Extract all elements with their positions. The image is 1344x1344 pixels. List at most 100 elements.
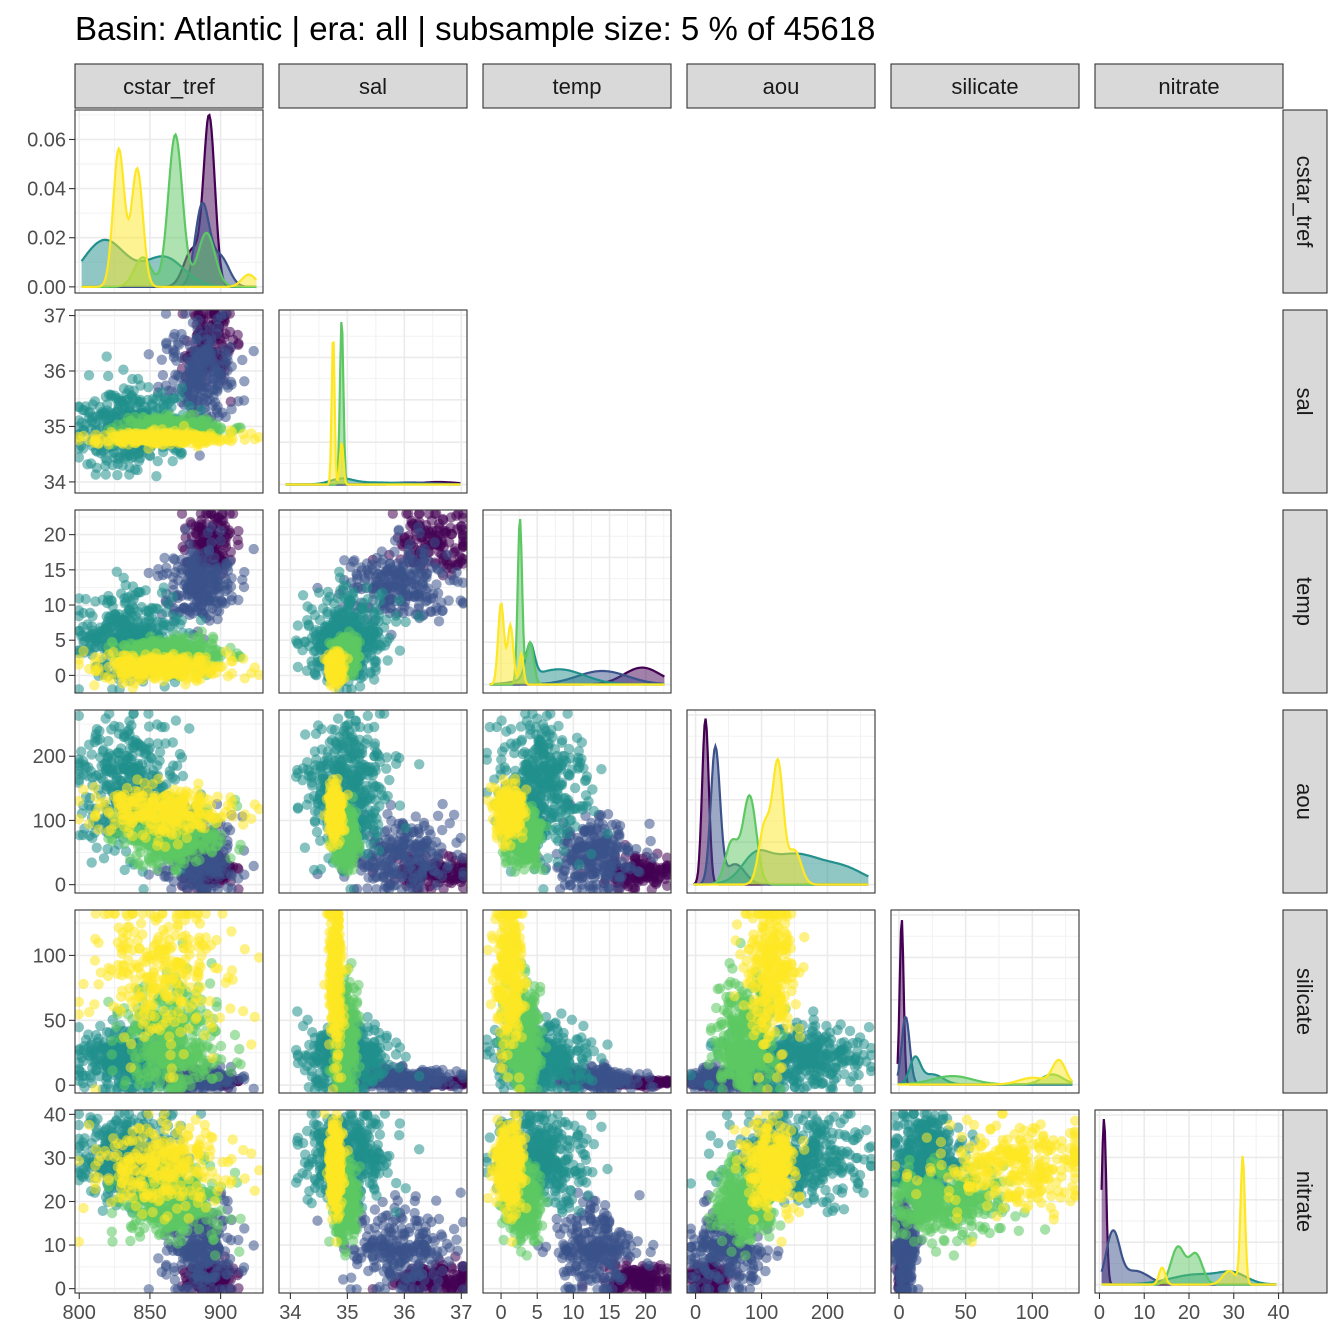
scatter-point [176,352,187,363]
density-line [489,602,665,686]
scatter-point [391,616,402,627]
strip-right-label-silicate: silicate [1292,968,1317,1035]
scatter-point [184,400,195,412]
scatter-points [75,310,263,482]
scatter-point [75,768,84,779]
y-tick-label: 10 [44,595,66,617]
strip-right-label-temp: temp [1292,577,1317,626]
scatter-point [191,356,203,368]
scatter-point [420,520,432,531]
panel-border [74,309,264,494]
scatter-point [187,317,199,328]
scatter-point [431,510,442,519]
scatter-point [348,587,359,598]
scatter-point [167,591,178,602]
scatter-point [408,554,419,566]
scatter-point [414,611,425,622]
scatter-point [106,426,117,438]
scatter-point [161,607,172,618]
strip-right-temp [1282,509,1328,694]
scatter-point [393,524,404,535]
scatter-point [112,469,123,481]
scatter-point [180,524,191,535]
scatter-point [215,310,227,322]
scatter-point [222,434,234,446]
scatter-point [151,471,162,482]
scatter-point [354,681,366,692]
scatter-point [394,645,406,656]
scatter-point [146,653,158,664]
scatter-point [365,650,377,661]
scatter-point [324,661,335,673]
scatter-point [226,427,238,438]
scatter-point [382,655,393,666]
scatter-point [143,567,154,579]
scatter-point [389,546,400,557]
scatter-point [82,459,93,470]
scatter-point [333,665,344,677]
scatter-point [384,568,395,579]
scatter-point [211,328,223,339]
scatter-point [249,434,260,445]
scatter-point [341,594,352,605]
scatter-point [441,549,453,560]
y-tick-label: 0.02 [27,228,66,250]
scatter-point [336,674,347,685]
scatter-point [425,593,437,604]
scatter-point [107,460,118,471]
scatter-point [344,626,355,637]
scatter-point [431,525,442,536]
scatter-point [86,749,97,760]
scatter-point [75,625,85,637]
scatter-point [238,653,249,664]
scatter-point [137,674,148,685]
chart-title: Basin: Atlantic | era: all | subsample s… [75,10,875,47]
scatter-point [148,393,159,404]
panel-border [74,509,264,694]
y-tick-label: 0 [55,665,66,687]
panel-temp-vs-sal [278,509,468,694]
scatter-point [157,370,169,381]
scatter-point [221,558,232,569]
scatter-point [348,556,359,567]
scatter-point [233,396,244,407]
scatter-point [220,646,231,657]
scatter-point [146,618,157,629]
scatter-point [198,393,210,404]
scatter-point [351,661,363,672]
scatter-point [177,880,189,891]
scatter-point [403,606,415,617]
scatter-point [341,684,352,693]
density-area [489,604,665,685]
scatter-point [127,619,139,630]
scatter-point [165,410,176,421]
scatter-point [431,579,442,590]
scatter-point [372,626,383,638]
strip-top-label-nitrate: nitrate [1158,74,1219,99]
strip-right-nitrate [1282,1109,1328,1294]
scatter-point [212,385,223,397]
scatter-point [172,370,184,381]
y-tick-label: 0.00 [27,277,66,299]
scatter-point [217,407,228,418]
scatter-point [184,340,195,351]
strip-right-label-sal: sal [1292,387,1317,415]
scatter-point [168,553,179,564]
scatter-point [351,570,363,581]
scatter-point [95,410,106,421]
scatter-point [203,339,214,351]
scatter-point [302,601,313,612]
scatter-point [221,348,232,359]
scatter-point [90,665,102,677]
panel-aou-vs-cstar_tref [74,709,264,894]
scatter-point [133,455,145,467]
panel-cstar_tref-vs-cstar_tref [74,109,264,294]
scatter-point [222,671,234,682]
scatter-point [312,662,324,673]
strip-top-label-temp: temp [553,74,602,99]
scatter-point [437,605,448,616]
scatter-point [456,521,467,532]
scatter-point [100,469,112,480]
scatter-point [204,322,215,333]
